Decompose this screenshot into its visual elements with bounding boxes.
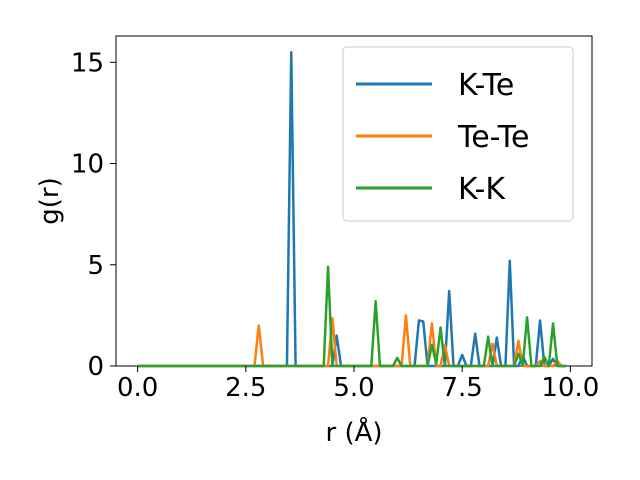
series-line-te-te [137, 314, 567, 368]
y-axis: 0 5 10 15 [71, 48, 116, 382]
series-line-k-te [137, 50, 567, 368]
legend-label-te-te: Te-Te [457, 120, 529, 155]
x-tick-label: 10.0 [541, 373, 599, 403]
legend: K-Te Te-Te K-K [342, 46, 574, 222]
y-tick-label: 15 [71, 48, 104, 78]
legend-frame [342, 46, 574, 222]
legend-label-k-te: K-Te [458, 68, 514, 103]
x-tick-label: 7.5 [442, 373, 483, 403]
x-axis: 0.0 2.5 5.0 7.5 10.0 [117, 366, 599, 403]
x-tick-label: 5.0 [333, 373, 374, 403]
y-axis-label: g(r) [35, 177, 65, 224]
y-tick-label: 0 [87, 352, 104, 382]
legend-label-k-k: K-K [458, 172, 506, 207]
x-axis-label: r (Å) [325, 416, 382, 448]
series-layer [137, 50, 567, 368]
x-tick-label: 2.5 [225, 373, 266, 403]
x-tick-label: 0.0 [117, 373, 158, 403]
y-tick-label: 5 [87, 251, 104, 281]
y-tick-label: 10 [71, 150, 104, 180]
series-line-k-k [137, 265, 567, 368]
